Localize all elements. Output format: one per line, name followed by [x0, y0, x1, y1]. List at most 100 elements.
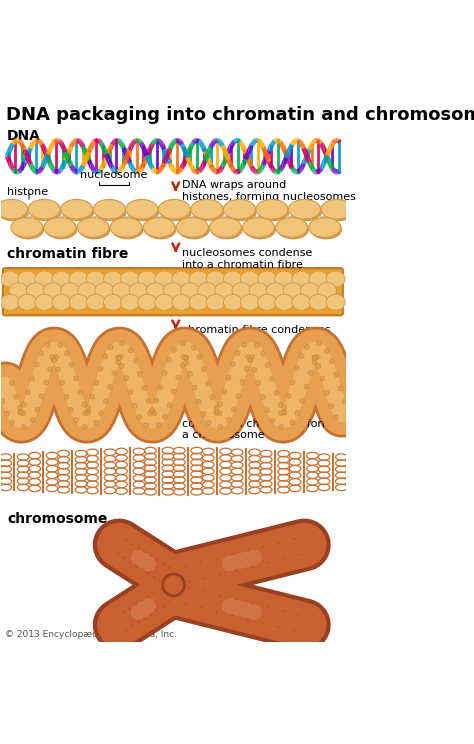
Ellipse shape — [261, 351, 266, 356]
Ellipse shape — [222, 389, 227, 394]
Ellipse shape — [236, 394, 241, 399]
Ellipse shape — [219, 573, 222, 575]
Ellipse shape — [78, 390, 83, 395]
Ellipse shape — [278, 403, 283, 408]
Ellipse shape — [206, 420, 211, 426]
Ellipse shape — [137, 371, 143, 376]
Ellipse shape — [163, 414, 168, 419]
Ellipse shape — [292, 295, 311, 310]
Ellipse shape — [68, 407, 73, 412]
Ellipse shape — [240, 379, 245, 385]
Ellipse shape — [150, 408, 155, 413]
Ellipse shape — [122, 611, 125, 613]
Ellipse shape — [168, 601, 171, 603]
Ellipse shape — [29, 202, 62, 221]
Ellipse shape — [82, 411, 87, 416]
Ellipse shape — [196, 399, 201, 404]
Ellipse shape — [120, 271, 139, 287]
Ellipse shape — [137, 620, 140, 623]
Ellipse shape — [178, 219, 210, 240]
Ellipse shape — [240, 271, 259, 287]
Ellipse shape — [210, 217, 241, 237]
Ellipse shape — [108, 344, 113, 350]
Ellipse shape — [132, 403, 137, 408]
Ellipse shape — [146, 283, 165, 298]
Ellipse shape — [312, 359, 317, 365]
Ellipse shape — [324, 390, 329, 395]
Ellipse shape — [116, 356, 121, 361]
Ellipse shape — [297, 554, 300, 556]
Ellipse shape — [223, 295, 242, 310]
Ellipse shape — [128, 560, 131, 562]
Ellipse shape — [0, 399, 5, 404]
Ellipse shape — [34, 362, 39, 367]
Ellipse shape — [52, 357, 57, 362]
Ellipse shape — [192, 202, 224, 221]
Ellipse shape — [206, 295, 225, 310]
Ellipse shape — [162, 605, 164, 607]
Ellipse shape — [244, 366, 249, 371]
Ellipse shape — [290, 202, 322, 221]
Ellipse shape — [264, 408, 270, 413]
Ellipse shape — [318, 283, 337, 298]
Ellipse shape — [39, 350, 44, 356]
Ellipse shape — [124, 376, 128, 381]
Ellipse shape — [246, 618, 249, 620]
Ellipse shape — [129, 283, 148, 298]
Ellipse shape — [308, 371, 313, 376]
Ellipse shape — [180, 341, 185, 346]
Ellipse shape — [116, 553, 119, 555]
Ellipse shape — [155, 271, 174, 287]
Ellipse shape — [138, 271, 156, 287]
Ellipse shape — [240, 295, 259, 310]
Ellipse shape — [18, 409, 23, 414]
Ellipse shape — [155, 609, 158, 612]
Ellipse shape — [119, 341, 125, 346]
Ellipse shape — [0, 202, 29, 221]
Ellipse shape — [312, 355, 317, 360]
Ellipse shape — [338, 386, 343, 391]
Text: DNA: DNA — [7, 129, 41, 144]
Ellipse shape — [145, 219, 177, 240]
Ellipse shape — [116, 615, 119, 617]
Ellipse shape — [131, 625, 134, 627]
Ellipse shape — [156, 423, 161, 428]
Ellipse shape — [200, 561, 202, 563]
Ellipse shape — [320, 376, 325, 381]
Ellipse shape — [192, 385, 197, 390]
Ellipse shape — [69, 271, 88, 287]
Ellipse shape — [85, 405, 91, 410]
Ellipse shape — [44, 283, 63, 298]
Ellipse shape — [93, 199, 125, 219]
Ellipse shape — [282, 557, 284, 559]
Text: chromatin fibre condenses: chromatin fibre condenses — [182, 325, 330, 335]
Ellipse shape — [138, 295, 156, 310]
Ellipse shape — [127, 202, 159, 221]
Ellipse shape — [235, 350, 240, 356]
Ellipse shape — [201, 367, 207, 372]
Ellipse shape — [301, 283, 319, 298]
Ellipse shape — [143, 617, 146, 619]
Ellipse shape — [137, 414, 142, 420]
Ellipse shape — [231, 554, 234, 556]
Ellipse shape — [304, 344, 310, 350]
Ellipse shape — [262, 622, 265, 624]
Ellipse shape — [143, 217, 175, 237]
Ellipse shape — [206, 271, 225, 287]
Text: © 2013 Encyclopædia Britannica, Inc.: © 2013 Encyclopædia Britannica, Inc. — [5, 630, 177, 639]
Ellipse shape — [119, 363, 125, 368]
Ellipse shape — [250, 354, 255, 359]
Ellipse shape — [79, 219, 110, 240]
Ellipse shape — [9, 380, 15, 385]
Ellipse shape — [120, 295, 139, 310]
Ellipse shape — [256, 199, 288, 219]
Ellipse shape — [219, 594, 222, 597]
Ellipse shape — [55, 367, 61, 372]
Ellipse shape — [9, 283, 28, 298]
Ellipse shape — [131, 543, 134, 545]
Ellipse shape — [126, 199, 158, 219]
Ellipse shape — [158, 385, 163, 390]
Ellipse shape — [35, 407, 40, 412]
Ellipse shape — [69, 362, 74, 368]
Ellipse shape — [54, 354, 59, 359]
